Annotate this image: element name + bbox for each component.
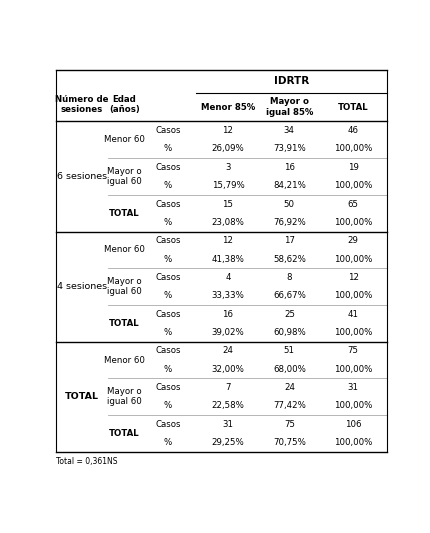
Text: TOTAL: TOTAL (337, 102, 368, 111)
Text: 46: 46 (347, 126, 358, 135)
Text: %: % (163, 144, 172, 154)
Text: Menor 60: Menor 60 (104, 245, 144, 254)
Text: Mayor o
igual 60: Mayor o igual 60 (107, 387, 141, 407)
Text: 31: 31 (222, 420, 233, 429)
Text: TOTAL: TOTAL (109, 429, 139, 438)
Text: 22,58%: 22,58% (211, 401, 244, 410)
Text: 12: 12 (347, 273, 358, 282)
Text: 50: 50 (283, 199, 294, 208)
Text: 6 sesiones: 6 sesiones (57, 172, 107, 181)
Text: 68,00%: 68,00% (272, 365, 305, 374)
Text: 12: 12 (222, 236, 233, 245)
Text: 17: 17 (283, 236, 294, 245)
Text: Edad
(años): Edad (años) (108, 95, 139, 114)
Text: Menor 85%: Menor 85% (200, 102, 255, 111)
Text: %: % (163, 218, 172, 227)
Text: TOTAL: TOTAL (65, 392, 99, 401)
Text: 23,08%: 23,08% (211, 218, 244, 227)
Text: Total = 0,361NS: Total = 0,361NS (55, 457, 117, 466)
Text: 4: 4 (224, 273, 230, 282)
Text: Casos: Casos (155, 346, 181, 356)
Text: Número de
sesiones: Número de sesiones (55, 95, 108, 114)
Text: 26,09%: 26,09% (211, 144, 244, 154)
Text: Casos: Casos (155, 310, 181, 319)
Text: 4 sesiones: 4 sesiones (57, 282, 107, 291)
Text: 24: 24 (222, 346, 233, 356)
Text: 100,00%: 100,00% (333, 328, 372, 337)
Text: %: % (163, 255, 172, 264)
Text: TOTAL: TOTAL (109, 319, 139, 328)
Text: 29: 29 (347, 236, 358, 245)
Text: 100,00%: 100,00% (333, 401, 372, 410)
Text: 3: 3 (224, 163, 230, 172)
Text: 84,21%: 84,21% (272, 181, 305, 190)
Text: IDRTR: IDRTR (273, 76, 309, 86)
Text: 15,79%: 15,79% (211, 181, 244, 190)
Text: 39,02%: 39,02% (211, 328, 244, 337)
Text: 7: 7 (224, 383, 230, 392)
Text: 100,00%: 100,00% (333, 218, 372, 227)
Text: Casos: Casos (155, 420, 181, 429)
Text: 100,00%: 100,00% (333, 292, 372, 300)
Text: 34: 34 (283, 126, 294, 135)
Text: Mayor o
igual 85%: Mayor o igual 85% (265, 98, 312, 117)
Text: Casos: Casos (155, 126, 181, 135)
Text: 66,67%: 66,67% (272, 292, 305, 300)
Text: %: % (163, 181, 172, 190)
Text: 100,00%: 100,00% (333, 438, 372, 447)
Text: TOTAL: TOTAL (109, 209, 139, 217)
Text: %: % (163, 292, 172, 300)
Text: 100,00%: 100,00% (333, 365, 372, 374)
Text: 41: 41 (347, 310, 358, 319)
Text: 8: 8 (286, 273, 292, 282)
Text: 70,75%: 70,75% (272, 438, 305, 447)
Text: 29,25%: 29,25% (211, 438, 244, 447)
Text: 31: 31 (347, 383, 358, 392)
Text: 51: 51 (283, 346, 294, 356)
Text: 16: 16 (283, 163, 294, 172)
Text: Casos: Casos (155, 383, 181, 392)
Text: 19: 19 (347, 163, 358, 172)
Text: Casos: Casos (155, 273, 181, 282)
Text: 76,92%: 76,92% (272, 218, 305, 227)
Text: 58,62%: 58,62% (272, 255, 305, 264)
Text: 100,00%: 100,00% (333, 255, 372, 264)
Text: 25: 25 (283, 310, 294, 319)
Text: 75: 75 (347, 346, 358, 356)
Text: Menor 60: Menor 60 (104, 135, 144, 144)
Text: 15: 15 (222, 199, 233, 208)
Text: Menor 60: Menor 60 (104, 356, 144, 365)
Text: %: % (163, 438, 172, 447)
Text: 24: 24 (283, 383, 294, 392)
Text: 60,98%: 60,98% (272, 328, 305, 337)
Text: Mayor o
igual 60: Mayor o igual 60 (107, 167, 141, 186)
Text: 12: 12 (222, 126, 233, 135)
Text: 75: 75 (283, 420, 294, 429)
Text: 16: 16 (222, 310, 233, 319)
Text: Casos: Casos (155, 236, 181, 245)
Text: %: % (163, 328, 172, 337)
Text: 100,00%: 100,00% (333, 144, 372, 154)
Text: Mayor o
igual 60: Mayor o igual 60 (107, 277, 141, 296)
Text: 77,42%: 77,42% (272, 401, 305, 410)
Text: 106: 106 (344, 420, 361, 429)
Text: 73,91%: 73,91% (272, 144, 305, 154)
Text: 33,33%: 33,33% (211, 292, 244, 300)
Text: %: % (163, 365, 172, 374)
Text: 32,00%: 32,00% (211, 365, 244, 374)
Text: %: % (163, 401, 172, 410)
Text: 65: 65 (347, 199, 358, 208)
Text: Casos: Casos (155, 163, 181, 172)
Text: 41,38%: 41,38% (211, 255, 244, 264)
Text: 100,00%: 100,00% (333, 181, 372, 190)
Text: Casos: Casos (155, 199, 181, 208)
